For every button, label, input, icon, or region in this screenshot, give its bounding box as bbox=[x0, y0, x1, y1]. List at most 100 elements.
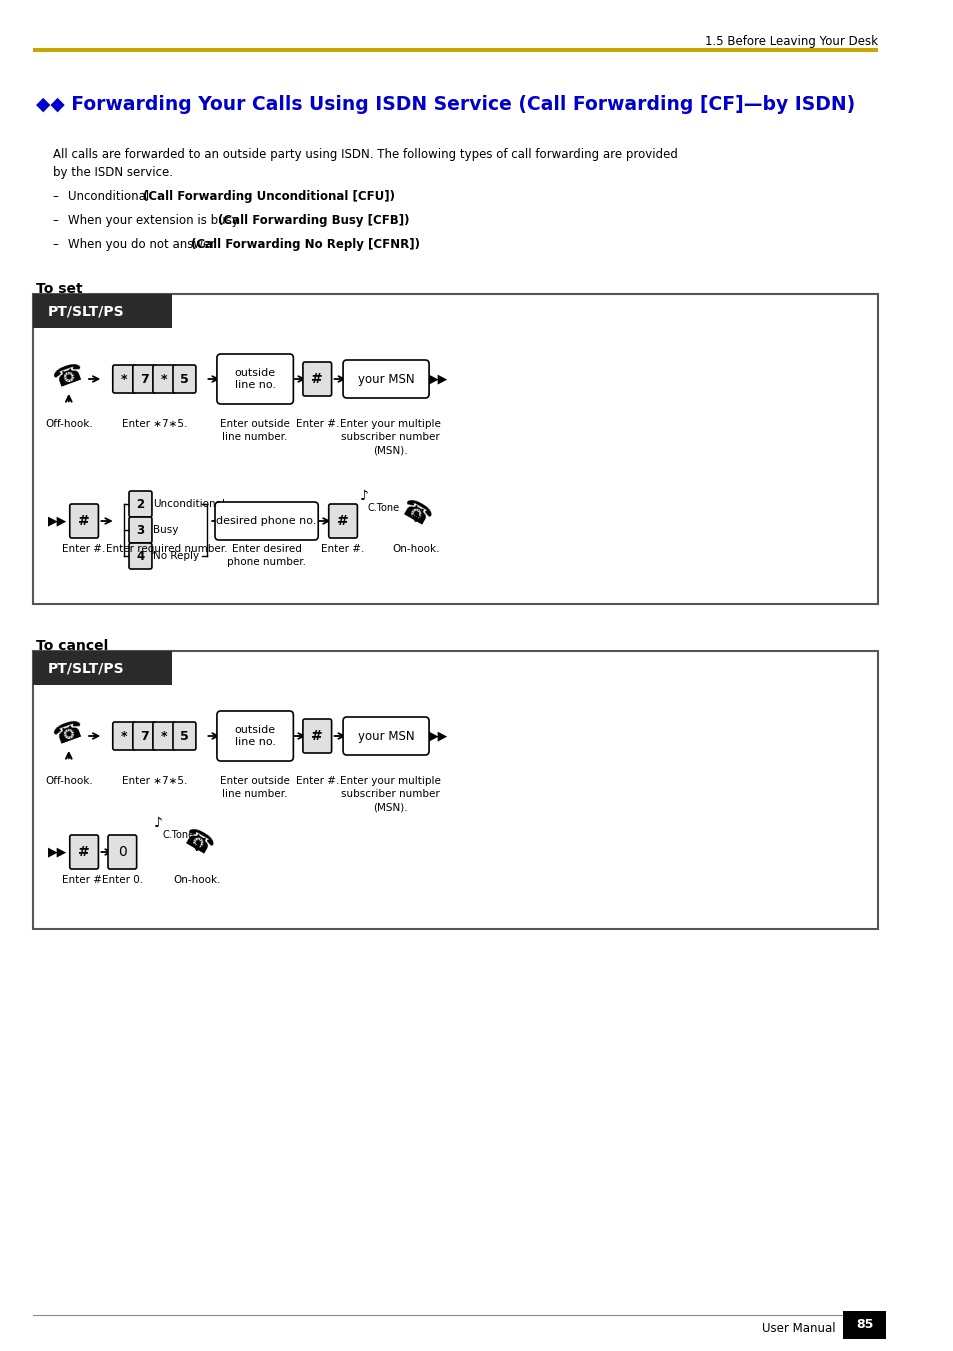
FancyBboxPatch shape bbox=[152, 365, 175, 393]
FancyBboxPatch shape bbox=[33, 295, 878, 604]
FancyBboxPatch shape bbox=[108, 835, 136, 869]
Text: 4: 4 bbox=[136, 550, 145, 562]
Text: Off-hook.: Off-hook. bbox=[45, 775, 92, 786]
Text: 7: 7 bbox=[140, 730, 149, 743]
Text: To cancel: To cancel bbox=[36, 639, 109, 653]
Text: Enter 0.: Enter 0. bbox=[102, 875, 143, 885]
FancyBboxPatch shape bbox=[33, 295, 172, 328]
Text: outside
line no.: outside line no. bbox=[234, 725, 275, 747]
Text: When you do not answer: When you do not answer bbox=[68, 238, 218, 251]
Text: #: # bbox=[336, 513, 349, 528]
Text: #: # bbox=[78, 513, 90, 528]
FancyBboxPatch shape bbox=[33, 651, 878, 929]
Text: C.Tone: C.Tone bbox=[368, 503, 399, 513]
Text: your MSN: your MSN bbox=[357, 730, 414, 743]
Text: 5: 5 bbox=[180, 373, 189, 385]
Text: *: * bbox=[161, 730, 168, 743]
Text: *: * bbox=[121, 730, 128, 743]
Text: On-hook.: On-hook. bbox=[172, 875, 220, 885]
Text: ☎: ☎ bbox=[50, 716, 88, 750]
Text: Unconditional: Unconditional bbox=[152, 499, 225, 509]
Text: Enter desired
phone number.: Enter desired phone number. bbox=[227, 544, 306, 567]
Text: Enter #.: Enter #. bbox=[321, 544, 364, 554]
FancyBboxPatch shape bbox=[70, 504, 98, 538]
FancyBboxPatch shape bbox=[70, 835, 98, 869]
Text: –: – bbox=[52, 238, 58, 251]
FancyBboxPatch shape bbox=[216, 711, 294, 761]
Text: Enter #.: Enter #. bbox=[62, 875, 106, 885]
Text: User Manual: User Manual bbox=[760, 1323, 834, 1336]
Text: ☎: ☎ bbox=[395, 496, 435, 532]
FancyBboxPatch shape bbox=[172, 721, 195, 750]
FancyBboxPatch shape bbox=[329, 504, 357, 538]
Text: #: # bbox=[311, 730, 323, 743]
Text: outside
line no.: outside line no. bbox=[234, 369, 275, 390]
Text: Unconditional: Unconditional bbox=[68, 190, 152, 203]
Text: *: * bbox=[121, 373, 128, 385]
Text: Enter required number.: Enter required number. bbox=[106, 544, 227, 554]
Text: Enter your multiple
subscriber number
(MSN).: Enter your multiple subscriber number (M… bbox=[340, 775, 441, 812]
Text: PT/SLT/PS: PT/SLT/PS bbox=[48, 661, 124, 676]
Text: ◆◆ Forwarding Your Calls Using ISDN Service (Call Forwarding [CF]—by ISDN): ◆◆ Forwarding Your Calls Using ISDN Serv… bbox=[36, 95, 855, 113]
Text: 85: 85 bbox=[855, 1319, 873, 1332]
Text: 5: 5 bbox=[180, 730, 189, 743]
Text: ♪: ♪ bbox=[154, 816, 163, 830]
Text: Enter ∗7∗5.: Enter ∗7∗5. bbox=[122, 419, 187, 430]
FancyBboxPatch shape bbox=[129, 517, 152, 543]
Text: ☎: ☎ bbox=[50, 359, 88, 393]
Text: desired phone no.: desired phone no. bbox=[216, 516, 316, 526]
FancyBboxPatch shape bbox=[112, 365, 135, 393]
Text: PT/SLT/PS: PT/SLT/PS bbox=[48, 304, 124, 317]
Text: To set: To set bbox=[36, 282, 83, 296]
FancyBboxPatch shape bbox=[112, 721, 135, 750]
Text: Off-hook.: Off-hook. bbox=[45, 419, 92, 430]
Text: 7: 7 bbox=[140, 373, 149, 385]
FancyBboxPatch shape bbox=[33, 49, 878, 51]
Text: *: * bbox=[161, 373, 168, 385]
FancyBboxPatch shape bbox=[172, 365, 195, 393]
Text: (Call Forwarding Unconditional [CFU]): (Call Forwarding Unconditional [CFU]) bbox=[143, 190, 395, 203]
FancyBboxPatch shape bbox=[129, 543, 152, 569]
FancyBboxPatch shape bbox=[343, 359, 429, 399]
Text: ▶▶: ▶▶ bbox=[429, 373, 448, 385]
Text: 3: 3 bbox=[136, 523, 145, 536]
Text: #: # bbox=[78, 844, 90, 859]
Text: –: – bbox=[52, 213, 58, 227]
Text: All calls are forwarded to an outside party using ISDN. The following types of c: All calls are forwarded to an outside pa… bbox=[52, 149, 677, 178]
Text: When your extension is busy: When your extension is busy bbox=[68, 213, 242, 227]
FancyBboxPatch shape bbox=[303, 362, 332, 396]
FancyBboxPatch shape bbox=[841, 1310, 885, 1339]
FancyBboxPatch shape bbox=[132, 365, 155, 393]
Text: C.Tone: C.Tone bbox=[162, 830, 194, 840]
Text: Enter #.: Enter #. bbox=[295, 775, 338, 786]
Text: ☎: ☎ bbox=[177, 825, 216, 861]
Text: ▶▶: ▶▶ bbox=[48, 846, 67, 858]
Text: –: – bbox=[52, 190, 58, 203]
Text: Enter outside
line number.: Enter outside line number. bbox=[220, 419, 290, 442]
Text: Busy: Busy bbox=[152, 526, 178, 535]
FancyBboxPatch shape bbox=[132, 721, 155, 750]
Text: Enter your multiple
subscriber number
(MSN).: Enter your multiple subscriber number (M… bbox=[340, 419, 441, 455]
Text: No Reply: No Reply bbox=[152, 551, 199, 561]
Text: 0: 0 bbox=[118, 844, 127, 859]
Text: #: # bbox=[311, 372, 323, 386]
Text: (Call Forwarding Busy [CFB]): (Call Forwarding Busy [CFB]) bbox=[217, 213, 409, 227]
Text: ▶▶: ▶▶ bbox=[48, 515, 67, 527]
FancyBboxPatch shape bbox=[129, 490, 152, 517]
FancyBboxPatch shape bbox=[303, 719, 332, 753]
Text: 1.5 Before Leaving Your Desk: 1.5 Before Leaving Your Desk bbox=[704, 35, 878, 49]
FancyBboxPatch shape bbox=[214, 503, 318, 540]
Text: Enter #.: Enter #. bbox=[295, 419, 338, 430]
Text: 2: 2 bbox=[136, 497, 145, 511]
Text: ♪: ♪ bbox=[359, 489, 368, 503]
Text: (Call Forwarding No Reply [CFNR]): (Call Forwarding No Reply [CFNR]) bbox=[191, 238, 419, 251]
Text: Enter ∗7∗5.: Enter ∗7∗5. bbox=[122, 775, 187, 786]
Text: Enter outside
line number.: Enter outside line number. bbox=[220, 775, 290, 800]
Text: ▶▶: ▶▶ bbox=[429, 730, 448, 743]
Text: Enter #.: Enter #. bbox=[62, 544, 106, 554]
FancyBboxPatch shape bbox=[152, 721, 175, 750]
FancyBboxPatch shape bbox=[343, 717, 429, 755]
FancyBboxPatch shape bbox=[216, 354, 294, 404]
FancyBboxPatch shape bbox=[33, 651, 172, 685]
Text: On-hook.: On-hook. bbox=[392, 544, 439, 554]
